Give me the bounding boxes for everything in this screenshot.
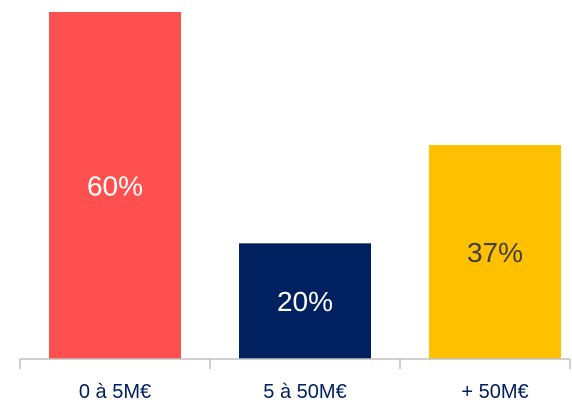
data-label-1: 60% bbox=[87, 171, 143, 202]
bar-1 bbox=[49, 12, 181, 359]
x-tick-label-1: 0 à 5M€ bbox=[79, 381, 151, 403]
bar-3 bbox=[429, 145, 561, 359]
data-label-3: 37% bbox=[467, 237, 523, 268]
x-tick-label-2: 5 à 50M€ bbox=[263, 381, 346, 403]
x-tick-label-3: + 50M€ bbox=[461, 381, 528, 403]
data-label-2: 20% bbox=[277, 286, 333, 317]
bar-2 bbox=[239, 243, 371, 359]
